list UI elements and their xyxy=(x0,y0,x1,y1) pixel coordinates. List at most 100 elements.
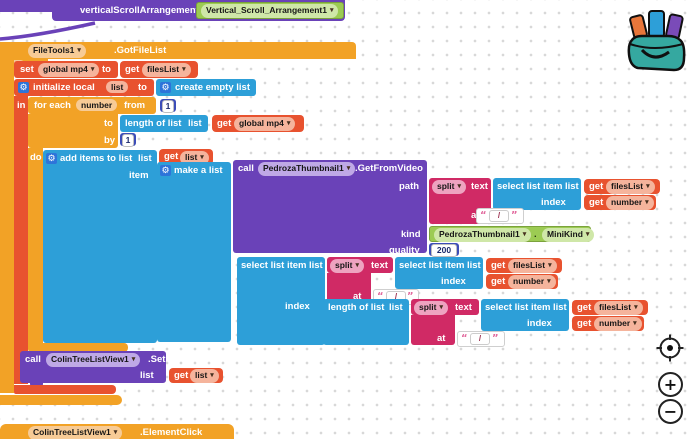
block-number-1-from[interactable]: 1 xyxy=(160,99,176,113)
add-items-label: add items to list xyxy=(60,153,133,164)
for-each-label: for each xyxy=(34,100,71,111)
dropdown-number[interactable]: number xyxy=(606,196,654,210)
string-field[interactable]: / xyxy=(470,333,490,345)
get-keyword: get xyxy=(164,151,179,162)
string-field[interactable]: / xyxy=(489,210,509,222)
do-label: do xyxy=(30,152,42,163)
dropdown-split[interactable]: split xyxy=(432,180,466,194)
open-quote: “ xyxy=(480,210,487,221)
dropdown-fileslist[interactable]: filesList xyxy=(594,301,643,315)
block-call-getfromvideo[interactable]: call PedrozaThumbnail1 .GetFromVideo pat… xyxy=(233,160,427,256)
block-add-items-to-list[interactable]: add items to list list item xyxy=(43,150,157,343)
block-number-200[interactable]: 200 xyxy=(429,243,459,257)
number-field[interactable]: 1 xyxy=(162,100,174,113)
block-select-list-item-1[interactable]: select list item list index xyxy=(493,178,581,210)
block-set-global-mp4[interactable]: set global mp4 to xyxy=(14,61,118,78)
mutator-gear-icon[interactable] xyxy=(160,82,171,93)
dropdown-number[interactable]: number xyxy=(594,317,642,331)
number-field[interactable]: 1 xyxy=(122,134,134,147)
dropdown-fileslist[interactable]: filesList xyxy=(606,180,655,194)
block-get-list-2[interactable]: get list xyxy=(169,368,223,383)
for-each-do-spine: do xyxy=(28,148,43,343)
block-get-list-1[interactable]: get list xyxy=(159,149,213,165)
block-length-of-list-1[interactable]: length of list list xyxy=(120,115,208,132)
block-make-a-list[interactable]: make a list xyxy=(157,162,231,342)
block-get-fileslist-1[interactable]: get filesList xyxy=(120,61,198,78)
index-socket-label: index xyxy=(285,301,310,312)
dropdown-minikind[interactable]: MiniKind xyxy=(542,228,595,242)
block-select-list-item-3[interactable]: select list item list index xyxy=(395,257,483,289)
dropdown-global-mp4[interactable]: global mp4 xyxy=(38,63,100,77)
mutator-gear-icon[interactable] xyxy=(160,165,171,176)
get-keyword: get xyxy=(491,260,506,271)
close-quote: ” xyxy=(492,333,499,344)
block-get-number-3[interactable]: get number xyxy=(572,316,644,331)
block-split-3-body[interactable]: at xyxy=(411,315,455,345)
index-socket-label: index xyxy=(541,197,566,208)
block-split-2-row1[interactable]: split text xyxy=(327,257,393,273)
dropdown-split[interactable]: split xyxy=(414,301,448,315)
block-get-fileslist-3[interactable]: get filesList xyxy=(486,258,562,273)
dropdown-vertical-scroll-arrangement[interactable]: Vertical_Scroll_Arrangement1 xyxy=(201,4,339,18)
block-select-list-item-4[interactable]: select list item list index xyxy=(481,299,569,331)
text-socket-label: text xyxy=(371,260,388,271)
dropdown-colintree[interactable]: ColinTreeListView1 xyxy=(46,353,141,367)
block-get-fileslist-2[interactable]: get filesList xyxy=(584,179,660,194)
block-string-slash-3[interactable]: “ / ” xyxy=(457,331,505,347)
dropdown-list[interactable]: list xyxy=(190,369,219,383)
dropdown-filetools1[interactable]: FileTools1 xyxy=(28,44,86,58)
number-field[interactable]: 200 xyxy=(431,244,457,257)
dropdown-fileslist[interactable]: filesList xyxy=(508,259,557,273)
get-keyword: get xyxy=(589,197,604,208)
index-socket-label: index xyxy=(441,276,466,287)
at-socket-label: at xyxy=(437,333,446,344)
block-create-empty-list[interactable]: create empty list xyxy=(156,79,256,96)
dropdown-global-mp4[interactable]: global mp4 xyxy=(234,117,296,131)
close-quote: ” xyxy=(407,291,414,302)
block-split-2-body[interactable]: at xyxy=(327,273,371,303)
zoom-in-button[interactable]: + xyxy=(658,372,683,397)
block-string-slash-1[interactable]: “ / ” xyxy=(476,208,524,224)
block-get-global-mp4[interactable]: get global mp4 xyxy=(212,115,304,132)
dropdown-number[interactable]: number xyxy=(508,275,556,289)
mutator-gear-icon[interactable] xyxy=(18,82,29,93)
block-get-number-2[interactable]: get number xyxy=(486,274,558,289)
dropdown-split[interactable]: split xyxy=(330,259,364,273)
block-initialize-local-list[interactable]: initialize local list to xyxy=(14,79,154,96)
open-quote: “ xyxy=(377,291,384,302)
block-split-3-row1[interactable]: split text xyxy=(411,299,479,315)
block-get-fileslist-4[interactable]: get filesList xyxy=(572,300,648,315)
zoom-out-button[interactable]: − xyxy=(658,399,683,424)
block-length-of-list-2[interactable]: length of list list xyxy=(323,299,409,345)
block-select-list-item-2[interactable]: select list item list index xyxy=(237,257,325,345)
block-call-colintree-set[interactable]: call ColinTreeListView1 .Set list xyxy=(20,351,166,383)
block-number-1-by[interactable]: 1 xyxy=(120,133,136,147)
block-when-gotfilelist[interactable]: when FileTools1 .GotFileList xyxy=(0,42,356,59)
block-for-each-row1[interactable]: for each number from xyxy=(28,97,156,114)
gotfilelist-label: .GotFileList xyxy=(114,45,167,56)
length-of-list-label: length of list xyxy=(125,118,182,129)
mutator-gear-icon[interactable] xyxy=(46,153,57,164)
dropdown-pedroza-thumbnail[interactable]: PedrozaThumbnail1 xyxy=(258,162,356,176)
dropdown-list[interactable]: list xyxy=(180,151,209,165)
list-socket-label: list xyxy=(467,260,481,271)
get-keyword: get xyxy=(491,276,506,287)
block-minikind[interactable]: PedrozaThumbnail1 . MiniKind xyxy=(429,226,595,242)
center-workspace-button[interactable] xyxy=(656,334,684,362)
purple-block-edge-curve xyxy=(0,21,96,41)
local-var-name-list[interactable]: list xyxy=(106,81,129,93)
block-when-elementclick-partial[interactable]: when ColinTreeListView1 .ElementClick xyxy=(0,424,234,439)
block-split-1[interactable]: split text at xyxy=(429,178,491,224)
block-component-vertical-scroll-arrangement[interactable]: Vertical_Scroll_Arrangement1 xyxy=(196,2,344,19)
get-keyword: get xyxy=(217,118,232,129)
loop-var-number[interactable]: number xyxy=(76,99,118,111)
dropdown-colintree[interactable]: ColinTreeListView1 xyxy=(28,426,123,439)
dot-separator: . xyxy=(534,229,537,240)
backpack-icon[interactable] xyxy=(622,10,690,74)
dropdown-fileslist[interactable]: filesList xyxy=(142,63,191,77)
block-get-number-1[interactable]: get number xyxy=(584,195,656,210)
get-keyword: get xyxy=(589,181,604,192)
dropdown-pedroza-thumbnail[interactable]: PedrozaThumbnail1 xyxy=(434,228,532,242)
block-for-each-row23[interactable]: to by xyxy=(28,114,118,148)
